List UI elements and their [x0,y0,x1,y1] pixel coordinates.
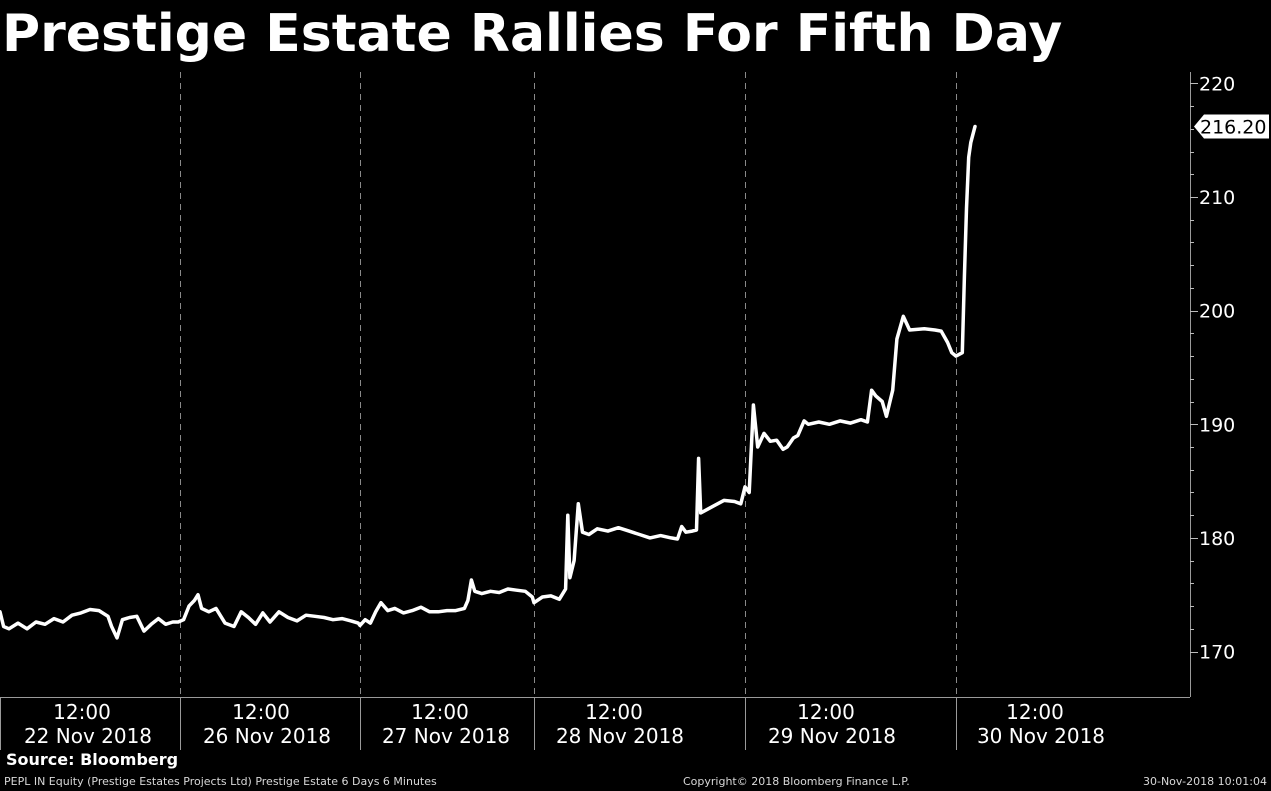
y-tick-label: 170 [1199,642,1235,664]
last-value-label: 216.20 [1194,114,1269,139]
last-value-text: 216.20 [1200,117,1266,139]
footer-ticker-info: PEPL IN Equity (Prestige Estates Project… [4,775,437,788]
chart-title: Prestige Estate Rallies For Fifth Day [2,4,1063,64]
x-tick-time: 12:00 [53,700,111,724]
x-tick-date: 22 Nov 2018 [24,724,152,748]
y-tick-label: 180 [1199,528,1235,550]
x-tick-time: 12:00 [585,700,643,724]
x-tick-time: 12:00 [232,700,290,724]
price-line [0,124,977,640]
x-tick-time: 12:00 [797,700,855,724]
x-tick-date: 29 Nov 2018 [768,724,896,748]
y-tick-label: 190 [1199,414,1235,436]
x-tick-date: 28 Nov 2018 [556,724,684,748]
y-tick-label: 200 [1199,301,1235,323]
chart-axes [0,72,1191,698]
footer-timestamp: 30-Nov-2018 10:01:04 [1142,775,1267,788]
x-tick-date: 27 Nov 2018 [382,724,510,748]
x-tick-time: 12:00 [411,700,469,724]
last-value-flag [1194,114,1269,139]
x-tick-time: 12:00 [1006,700,1064,724]
y-axis-ticks: 170 180 190 200 210 220 [1190,73,1235,664]
y-tick-label: 210 [1199,187,1235,209]
x-tick-date: 30 Nov 2018 [977,724,1105,748]
source-note: Source: Bloomberg [6,750,179,769]
y-tick-label: 220 [1199,73,1235,95]
x-tick-date: 26 Nov 2018 [203,724,331,748]
footer-copyright: Copyright© 2018 Bloomberg Finance L.P. [683,775,910,788]
day-separators [0,72,957,750]
